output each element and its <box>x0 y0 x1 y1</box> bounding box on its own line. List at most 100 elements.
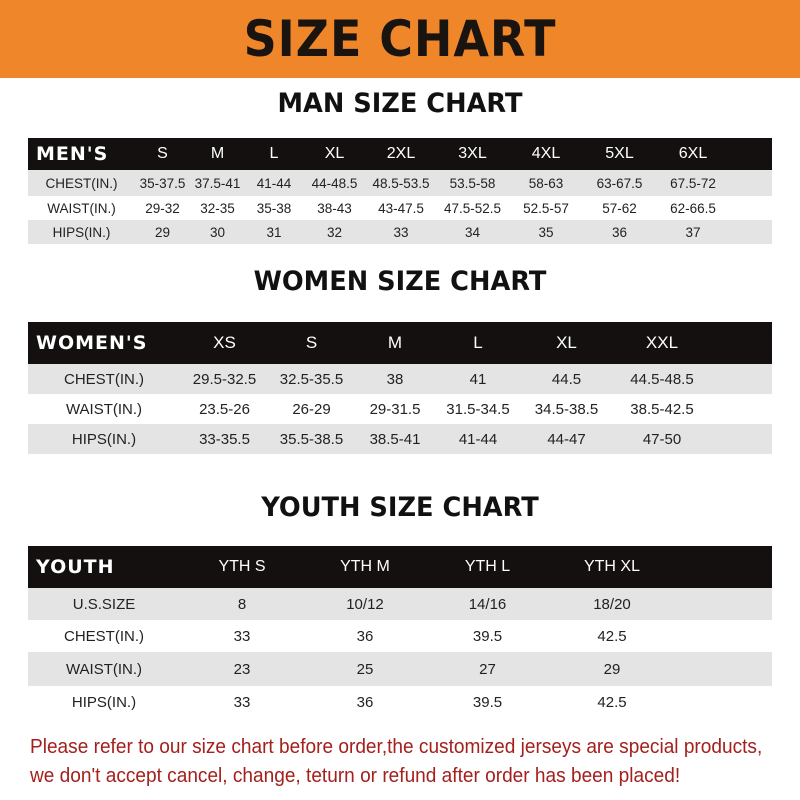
youth-size-table: YOUTH YTH S YTH M YTH L YTH XL U.S.SIZE 8 10/12… <box>28 546 772 718</box>
table-cell: 38.5-42.5 <box>630 400 694 418</box>
size-header: 4XL <box>531 145 561 162</box>
men-size-table: MEN'S S M L XL 2XL 3XL 4XL 5XL 6XL CHEST(IN.) 35-37… <box>28 138 772 244</box>
table-cell: 10/12 <box>346 595 384 613</box>
size-header: L <box>473 333 483 352</box>
size-header: S <box>157 145 168 162</box>
table-row: CHEST(IN.) 33 36 39.5 42.5 <box>28 620 772 652</box>
table-cell: 48.5-53.5 <box>372 175 430 191</box>
table-row: CHEST(IN.) 35-37.5 37.5-41 41-44 44-48.5 48.5… <box>28 170 772 196</box>
table-cell: 39.5 <box>472 627 503 645</box>
row-label: WAIST(IN.) <box>65 400 143 418</box>
table-row: U.S.SIZE 8 10/12 14/16 18/20 <box>28 588 772 620</box>
youth-chart-title: YOUTH SIZE CHART <box>261 492 539 523</box>
table-row: HIPS(IN.) 29 30 31 32 33 34 35 36 37 <box>28 220 772 244</box>
size-header: M <box>387 333 403 352</box>
youth-header-row: YOUTH YTH S YTH M YTH L YTH XL <box>28 546 772 588</box>
table-cell: 53.5-58 <box>449 175 496 191</box>
row-label: CHEST(IN.) <box>45 175 118 191</box>
table-cell: 33 <box>233 627 251 645</box>
table-cell: 44-47 <box>547 430 586 448</box>
table-label: YOUTH <box>36 556 115 578</box>
men-chart-title: MAN SIZE CHART <box>277 88 523 119</box>
table-label: WOMEN'S <box>36 332 148 354</box>
table-cell: 43-47.5 <box>378 200 424 216</box>
table-cell: 32 <box>326 224 343 240</box>
table-cell: 37 <box>685 224 701 240</box>
size-header: 2XL <box>386 145 416 162</box>
men-header-row: MEN'S S M L XL 2XL 3XL 4XL 5XL 6XL <box>28 138 772 170</box>
table-cell: 35-37.5 <box>139 175 186 191</box>
table-cell: 35.5-38.5 <box>279 430 344 448</box>
table-cell: 29.5-32.5 <box>192 370 257 388</box>
row-label: HIPS(IN.) <box>52 224 111 240</box>
table-cell: 29-32 <box>145 200 180 216</box>
table-row: HIPS(IN.) 33 36 39.5 42.5 <box>28 686 772 718</box>
table-row: WAIST(IN.) 29-32 32-35 35-38 38-43 43-47.5 47.… <box>28 196 772 220</box>
table-cell: 41 <box>469 370 487 388</box>
table-cell: 34 <box>464 224 481 240</box>
row-label: CHEST(IN.) <box>64 370 144 388</box>
table-cell: 44.5-48.5 <box>630 370 694 388</box>
banner: SIZE CHART <box>0 0 800 78</box>
table-cell: 29 <box>154 224 171 240</box>
size-header: L <box>269 145 279 162</box>
size-header: M <box>210 145 225 162</box>
table-cell: 42.5 <box>597 693 627 711</box>
table-cell: 32-35 <box>200 200 235 216</box>
row-label: U.S.SIZE <box>72 595 136 613</box>
table-cell: 62-66.5 <box>670 200 716 216</box>
table-cell: 37.5-41 <box>194 175 241 191</box>
table-cell: 47-50 <box>642 430 682 448</box>
size-header: YTH S <box>218 558 266 575</box>
table-label: MEN'S <box>36 143 109 165</box>
table-cell: 26-29 <box>292 400 331 418</box>
table-cell: 36 <box>611 224 628 240</box>
table-cell: 31 <box>266 224 282 240</box>
notice-line-2: we don't accept cancel, change, teturn o… <box>30 764 681 787</box>
table-cell: 33 <box>393 224 409 240</box>
size-header: XL <box>556 333 577 352</box>
size-header: YTH M <box>340 558 390 575</box>
size-header: XL <box>324 145 345 162</box>
table-cell: 41-44 <box>256 175 292 191</box>
women-chart-title: WOMEN SIZE CHART <box>253 266 547 297</box>
table-cell: 33-35.5 <box>199 430 250 448</box>
table-cell: 38.5-41 <box>369 430 421 448</box>
table-cell: 31.5-34.5 <box>446 400 510 418</box>
women-header-row: WOMEN'S XS S M L XL XXL <box>28 322 772 364</box>
banner-title: SIZE CHART <box>243 10 557 68</box>
size-header: 6XL <box>678 145 708 162</box>
row-label: WAIST(IN.) <box>65 660 143 678</box>
table-cell: 35 <box>538 224 554 240</box>
row-label: WAIST(IN.) <box>47 200 116 216</box>
table-cell: 38-43 <box>317 200 352 216</box>
table-cell: 33 <box>233 693 251 711</box>
size-header: YTH L <box>464 558 511 575</box>
table-cell: 57-62 <box>602 200 637 216</box>
table-cell: 34.5-38.5 <box>534 400 599 418</box>
row-label: HIPS(IN.) <box>71 693 137 711</box>
table-cell: 32.5-35.5 <box>279 370 344 388</box>
notice-line-1: Please refer to our size chart before or… <box>30 735 763 758</box>
table-cell: 42.5 <box>597 627 627 645</box>
size-header: XXL <box>645 333 679 352</box>
table-cell: 41-44 <box>458 430 498 448</box>
table-cell: 29-31.5 <box>369 400 421 418</box>
table-cell: 27 <box>479 660 496 678</box>
table-row: HIPS(IN.) 33-35.5 35.5-38.5 38.5-41 41-44 44-… <box>28 424 772 454</box>
table-cell: 44.5 <box>551 370 582 388</box>
row-label: CHEST(IN.) <box>64 627 144 645</box>
table-row: CHEST(IN.) 29.5-32.5 32.5-35.5 38 41 44.5 44.5… <box>28 364 772 394</box>
table-cell: 39.5 <box>472 693 503 711</box>
table-cell: 52.5-57 <box>523 200 569 216</box>
table-cell: 36 <box>356 627 374 645</box>
size-header: S <box>305 333 318 352</box>
table-cell: 29 <box>603 660 621 678</box>
table-cell: 38 <box>386 370 404 388</box>
table-cell: 25 <box>356 660 374 678</box>
table-cell: 58-63 <box>528 175 564 191</box>
table-row: WAIST(IN.) 23.5-26 26-29 29-31.5 31.5-34.5 34… <box>28 394 772 424</box>
table-cell: 44-48.5 <box>311 175 358 191</box>
table-cell: 23 <box>233 660 251 678</box>
table-cell: 47.5-52.5 <box>443 200 502 216</box>
